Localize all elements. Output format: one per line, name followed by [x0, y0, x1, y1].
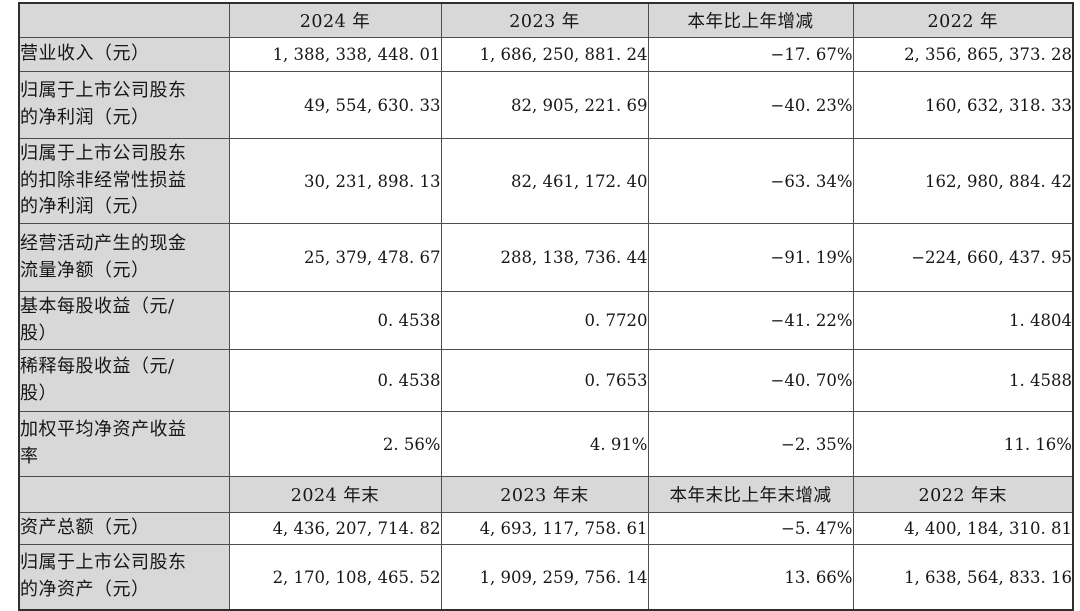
value-2022: 2, 356, 865, 373. 28 — [852, 37, 1074, 72]
value-2023: 0. 7720 — [440, 291, 649, 350]
financial-summary-table: 2024 年 2023 年 本年比上年增减 2022 年 营业收入（元） 1, … — [18, 2, 1074, 611]
table-row-operating-cash-flow: 经营活动产生的现金 流量净额（元） 25, 379, 478. 67 288, … — [18, 223, 1074, 292]
row-label: 稀释每股收益（元/ 股） — [18, 349, 230, 412]
value-yoy: −40. 70% — [647, 349, 854, 412]
value-yoy: −17. 67% — [647, 37, 854, 72]
table-row-net-profit: 归属于上市公司股东 的净利润（元） 49, 554, 630. 33 82, 9… — [18, 71, 1074, 139]
value-2023: 0. 7653 — [440, 349, 649, 412]
col-header-2023: 2023 年 — [440, 2, 649, 38]
value-2024: 49, 554, 630. 33 — [228, 71, 442, 139]
value-2022: 160, 632, 318. 33 — [852, 71, 1074, 139]
table-row-basic-eps: 基本每股收益（元/ 股） 0. 4538 0. 7720 −41. 22% 1.… — [18, 291, 1074, 350]
value-2023: 82, 905, 221. 69 — [440, 71, 649, 139]
header-row-annual: 2024 年 2023 年 本年比上年增减 2022 年 — [18, 2, 1074, 38]
value-yoy: −5. 47% — [647, 512, 854, 545]
table-row-net-assets: 归属于上市公司股东 的净资产（元） 2, 170, 108, 465. 52 1… — [18, 544, 1074, 611]
value-yoy: −63. 34% — [647, 138, 854, 224]
value-2024: 4, 436, 207, 714. 82 — [228, 512, 442, 545]
table-row-net-profit-excl-nonrecurring: 归属于上市公司股东 的扣除非经常性损益 的净利润（元） 30, 231, 898… — [18, 138, 1074, 224]
row-label: 归属于上市公司股东 的净资产（元） — [18, 544, 230, 611]
row-label: 资产总额（元） — [18, 512, 230, 545]
value-yoy: −91. 19% — [647, 223, 854, 292]
col-header-yoy-change: 本年比上年增减 — [647, 2, 854, 38]
value-2023: 4. 91% — [440, 411, 649, 477]
col-header-2023-eoy: 2023 年末 — [440, 476, 649, 513]
col-header-2022: 2022 年 — [852, 2, 1074, 38]
value-2022: −224, 660, 437. 95 — [852, 223, 1074, 292]
row-label: 营业收入（元） — [18, 37, 230, 72]
value-2022: 162, 980, 884. 42 — [852, 138, 1074, 224]
value-2024: 2. 56% — [228, 411, 442, 477]
col-header-eoy-change: 本年末比上年末增减 — [647, 476, 854, 513]
row-label: 归属于上市公司股东 的净利润（元） — [18, 71, 230, 139]
table-row-weighted-avg-roe: 加权平均净资产收益 率 2. 56% 4. 91% −2. 35% 11. 16… — [18, 411, 1074, 477]
value-yoy: −40. 23% — [647, 71, 854, 139]
table-row-total-assets: 资产总额（元） 4, 436, 207, 714. 82 4, 693, 117… — [18, 512, 1074, 545]
value-2023: 1, 686, 250, 881. 24 — [440, 37, 649, 72]
value-2022: 1. 4588 — [852, 349, 1074, 412]
financial-summary: 2024 年 2023 年 本年比上年增减 2022 年 营业收入（元） 1, … — [18, 2, 1074, 611]
value-yoy: −41. 22% — [647, 291, 854, 350]
col-header-2024: 2024 年 — [228, 2, 442, 38]
row-label: 经营活动产生的现金 流量净额（元） — [18, 223, 230, 292]
value-2023: 4, 693, 117, 758. 61 — [440, 512, 649, 545]
row-label: 归属于上市公司股东 的扣除非经常性损益 的净利润（元） — [18, 138, 230, 224]
header-row-eoy: 2024 年末 2023 年末 本年末比上年末增减 2022 年末 — [18, 476, 1074, 513]
value-2024: 30, 231, 898. 13 — [228, 138, 442, 224]
value-yoy: 13. 66% — [647, 544, 854, 611]
value-yoy: −2. 35% — [647, 411, 854, 477]
table-row-diluted-eps: 稀释每股收益（元/ 股） 0. 4538 0. 7653 −40. 70% 1.… — [18, 349, 1074, 412]
value-2024: 2, 170, 108, 465. 52 — [228, 544, 442, 611]
corner-blank-eoy — [18, 476, 230, 513]
corner-blank-annual — [18, 2, 230, 38]
col-header-2022-eoy: 2022 年末 — [852, 476, 1074, 513]
value-2023: 82, 461, 172. 40 — [440, 138, 649, 224]
value-2022: 1. 4804 — [852, 291, 1074, 350]
table-row-operating-revenue: 营业收入（元） 1, 388, 338, 448. 01 1, 686, 250… — [18, 37, 1074, 72]
row-label: 基本每股收益（元/ 股） — [18, 291, 230, 350]
value-2023: 1, 909, 259, 756. 14 — [440, 544, 649, 611]
value-2024: 0. 4538 — [228, 349, 442, 412]
col-header-2024-eoy: 2024 年末 — [228, 476, 442, 513]
row-label: 加权平均净资产收益 率 — [18, 411, 230, 477]
value-2024: 25, 379, 478. 67 — [228, 223, 442, 292]
value-2022: 4, 400, 184, 310. 81 — [852, 512, 1074, 545]
value-2024: 1, 388, 338, 448. 01 — [228, 37, 442, 72]
value-2023: 288, 138, 736. 44 — [440, 223, 649, 292]
value-2024: 0. 4538 — [228, 291, 442, 350]
value-2022: 1, 638, 564, 833. 16 — [852, 544, 1074, 611]
value-2022: 11. 16% — [852, 411, 1074, 477]
